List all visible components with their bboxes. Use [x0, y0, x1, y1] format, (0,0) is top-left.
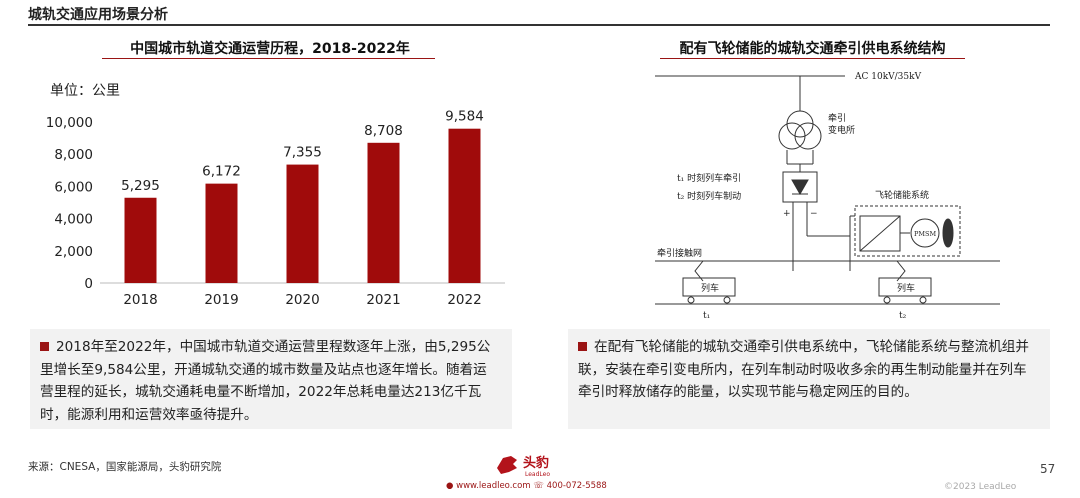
- x-tick-label: 2019: [204, 292, 238, 308]
- title-divider: [28, 24, 1050, 26]
- y-axis-ticks: 0 2,000 4,000 6,000 8,000 10,000: [46, 115, 93, 292]
- bar-2019: [205, 183, 238, 283]
- right-description: 在配有飞轮储能的城轨交通牵引供电系统中，飞轮储能系统与整流机组并联，安装在牵引变…: [578, 339, 1029, 400]
- transformer-winding-icon: [786, 110, 814, 138]
- t2-braking-label: t₂ 时刻列车制动: [677, 190, 741, 202]
- y-tick-label: 6,000: [54, 179, 93, 195]
- bar-2021: [367, 142, 400, 283]
- bar-value-label: 5,295: [121, 178, 160, 194]
- x-tick-label: 2022: [447, 292, 481, 308]
- transformer-winding-icon: [778, 122, 806, 150]
- bar-value-label: 6,172: [202, 164, 241, 180]
- substation-label-1: 牵引: [828, 113, 846, 124]
- right-description-box: 在配有飞轮储能的城轨交通牵引供电系统中，飞轮储能系统与整流机组并联，安装在牵引变…: [568, 329, 1050, 429]
- y-tick-label: 8,000: [54, 147, 93, 163]
- x-tick-label: 2021: [366, 292, 400, 308]
- flywheel-icon: [942, 218, 954, 248]
- train-1: [682, 277, 736, 297]
- leopard-head-icon: [497, 456, 517, 474]
- bullet-icon: [578, 342, 587, 351]
- y-tick-label: 0: [84, 276, 93, 292]
- copyright: ©2023 LeadLeo: [944, 482, 1017, 492]
- flywheel-system-label: 飞轮储能系统: [875, 189, 929, 201]
- transformer-winding-icon: [794, 122, 822, 150]
- bar-2022: [448, 128, 481, 283]
- right-title-underline: [660, 58, 965, 59]
- diode-icon: [791, 179, 809, 196]
- bars: 5,295 6,172 7,355 8,708 9,584: [121, 109, 484, 283]
- minus-sign: −: [810, 209, 818, 219]
- left-description: 2018年至2022年，中国城市轨道交通运营里程数逐年上涨，由5,295公里增长…: [40, 339, 491, 423]
- traction-power-diagram: AC 10kV/35kV 牵引 变电所 t₁ 时刻列车牵引 t₂ 时刻列车制动 …: [655, 72, 1000, 321]
- chart-unit-label: 单位：公里: [50, 83, 120, 99]
- ac-voltage-label: AC 10kV/35kV: [854, 72, 922, 82]
- footer-contact[interactable]: ● www.leadleo.com ☏ 400-072-5588: [446, 481, 607, 491]
- bar-2018: [124, 197, 157, 283]
- bullet-icon: [40, 342, 49, 351]
- plus-sign: +: [783, 209, 791, 219]
- left-title-underline: [102, 58, 435, 59]
- left-description-box: 2018年至2022年，中国城市轨道交通运营里程数逐年上涨，由5,295公里增长…: [30, 329, 512, 429]
- x-tick-label: 2020: [285, 292, 319, 308]
- catenary-label: 牵引接触网: [657, 247, 702, 259]
- x-axis-ticks: 2018 2019 2020 2021 2022: [123, 292, 481, 308]
- svg-text:LeadLeo: LeadLeo: [525, 471, 550, 478]
- bar-value-label: 7,355: [283, 145, 322, 161]
- flywheel-system-box: [854, 205, 961, 257]
- bar-value-label: 9,584: [445, 109, 484, 125]
- pmsm-label: PMSM: [914, 230, 936, 238]
- t1-traction-label: t₁ 时刻列车牵引: [677, 172, 741, 184]
- y-tick-label: 10,000: [46, 115, 93, 131]
- pmsm-motor-icon: [910, 218, 940, 248]
- mileage-bar-chart: 单位：公里 0 2,000 4,000 6,000 8,000 10,000 5,295 6…: [46, 83, 505, 308]
- y-tick-label: 2,000: [54, 244, 93, 260]
- t2-mark: t₂: [899, 311, 907, 321]
- t1-mark: t₁: [703, 311, 710, 321]
- train-1-label: 列车: [701, 282, 719, 294]
- substation-label-2: 变电所: [828, 124, 855, 136]
- leadleo-logo: 头豹 LeadLeo: [497, 455, 550, 478]
- bar-value-label: 8,708: [364, 123, 403, 139]
- train-2: [878, 277, 932, 297]
- left-chart-title: 中国城市轨道交通运营历程，2018-2022年: [130, 41, 410, 57]
- y-tick-label: 4,000: [54, 212, 93, 228]
- page-number: 57: [1040, 462, 1056, 476]
- svg-text:头豹: 头豹: [523, 455, 549, 471]
- train-2-label: 列车: [897, 282, 915, 294]
- x-tick-label: 2018: [123, 292, 157, 308]
- right-diagram-title: 配有飞轮储能的城轨交通牵引供电系统结构: [679, 41, 946, 57]
- rectifier-box: [782, 171, 818, 203]
- page-title: 城轨交通应用场景分析: [28, 7, 168, 23]
- bar-2020: [286, 164, 319, 283]
- source-note: 来源：CNESA，国家能源局，头豹研究院: [28, 461, 222, 473]
